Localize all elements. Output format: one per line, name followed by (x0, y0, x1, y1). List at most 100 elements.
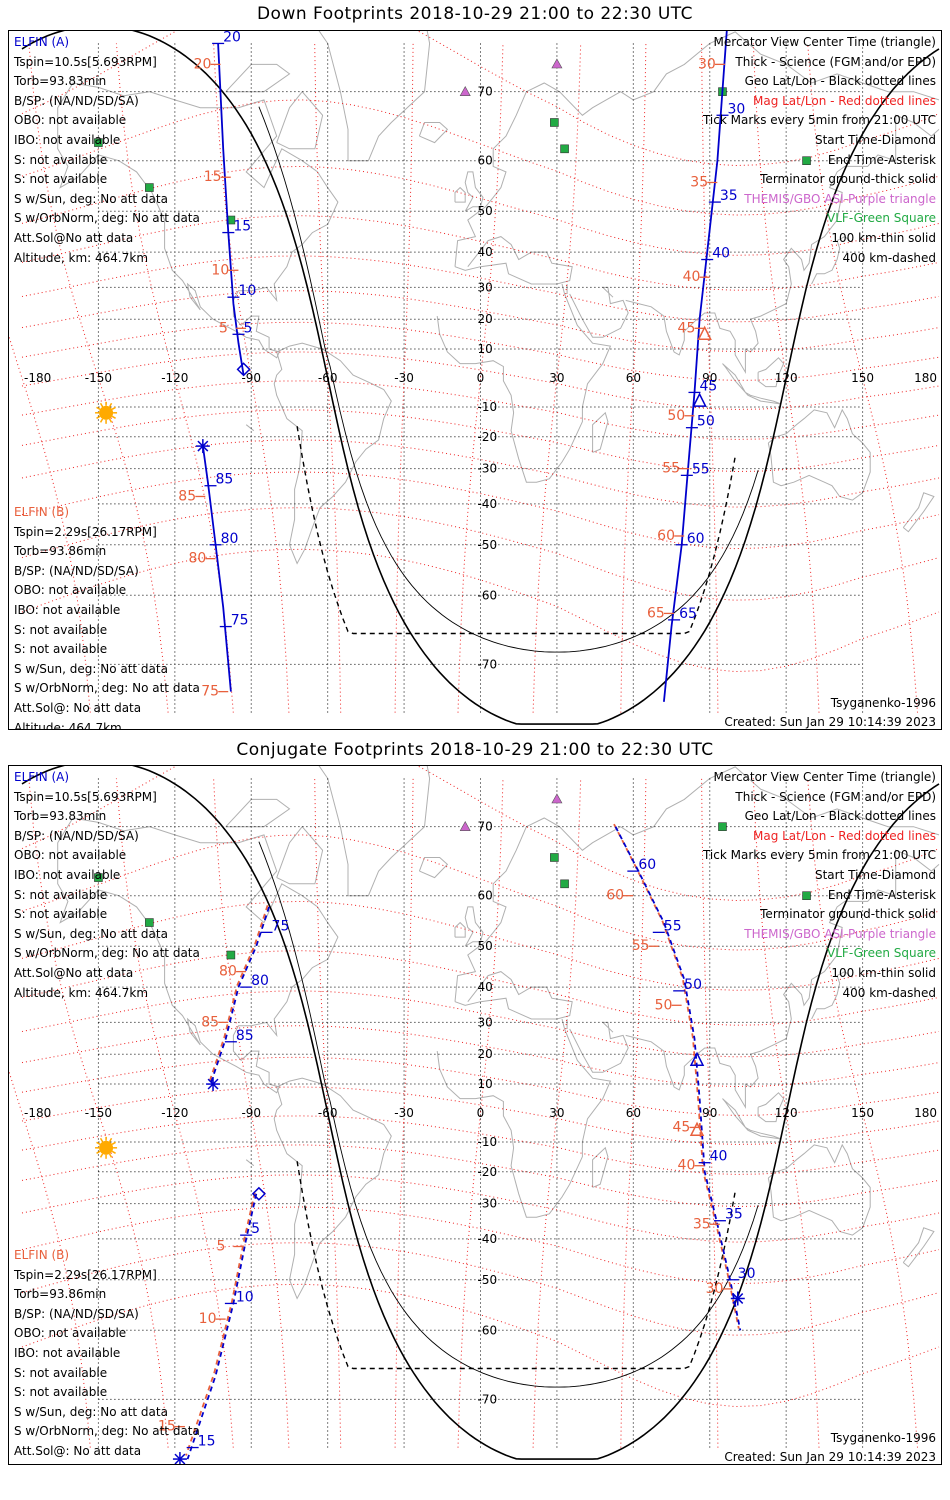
elfin-b-tick-label: 60 (606, 888, 624, 904)
elfin-b-info-line: Altitude: 464.7km (14, 1462, 200, 1465)
elfin-b-info-line: IBO: not available (14, 602, 121, 617)
coastline (436, 1018, 612, 1218)
mag-meridian (115, 43, 234, 713)
sun-ray (111, 1141, 116, 1145)
lon-label: 30 (549, 1106, 564, 1120)
elfin-b-info-line: S: not available (14, 1385, 108, 1400)
coastline (454, 186, 466, 203)
lat-label: -60 (478, 588, 498, 602)
elfin-a-tick-label: 65 (679, 606, 697, 622)
elfin-b-tick-label: 15 (158, 1419, 176, 1435)
lat-label: 70 (478, 820, 493, 834)
mag-parallel (21, 165, 940, 256)
lon-label: 180 (914, 1106, 937, 1120)
elfin-b-tick-label: 10 (199, 1311, 217, 1327)
elfin-b-info-line: IBO: not available (14, 1345, 121, 1360)
vlf-square (802, 156, 811, 166)
elfin-b-tick-label: 85 (201, 1014, 219, 1030)
map-canvas: -180 -150 -120 -90 -60 -30 0 30 60 90 120 150 180 70 6… (9, 766, 940, 1464)
terminators (21, 31, 940, 725)
elfin-a-info-line: S: not available (14, 172, 108, 187)
elfin-b-tick-label: 60 (657, 528, 675, 544)
lat-label: 20 (478, 312, 493, 326)
mag-parallel (21, 900, 940, 991)
coastline (464, 171, 484, 212)
elfin-b-info-line: Altitude: 464.7km (14, 720, 122, 730)
elfin-b-tick-label: 20 (194, 56, 212, 72)
legend-item: Start Time-Diamond (814, 132, 936, 147)
coastline (245, 424, 255, 432)
elfin-b-track (613, 823, 740, 1329)
elfin-b-info-line: S w/Sun, deg: No att data (14, 661, 168, 676)
elfin-a-tick-label: 85 (236, 1028, 254, 1044)
lat-label: -30 (478, 462, 498, 476)
center-time-triangle (689, 1051, 705, 1067)
legend: Mercator View Center Time (triangle) Thic… (703, 33, 936, 268)
axis-labels: -180 -150 -120 -90 -60 -30 0 30 60 90 120 150 180 70 6… (24, 85, 937, 672)
legend-item: Mercator View Center Time (triangle) (713, 35, 936, 49)
elfin-a-tick-label: 50 (684, 977, 702, 993)
mag-parallel (21, 950, 940, 1026)
top-panel-title: Down Footprints 2018-10-29 21:00 to 22:3… (256, 4, 694, 24)
asterisk-stroke (174, 1453, 186, 1464)
elfin-a-info-line: Tspin=10.5s[5.693RPM] (14, 789, 157, 804)
lat-label: -40 (478, 1232, 498, 1246)
coastline (767, 408, 871, 501)
center-time-triangle (689, 1121, 705, 1137)
lat-label: 40 (478, 980, 493, 994)
coastline (757, 1092, 785, 1123)
elfin-a-info: ELFIN (A) Tspin=10.5s[5.693RPM] Torb=93.83… (14, 33, 200, 268)
lon-label: -120 (161, 371, 188, 385)
terminator-ground (21, 31, 940, 725)
geo-grid (97, 43, 864, 713)
footprint-tracks: 7580855101560555040353060555045403530808… (158, 823, 756, 1460)
lon-label: 90 (702, 1106, 717, 1120)
elfin-b-tick-label: 80 (188, 551, 206, 567)
elfin-b-info-line: B/SP: (NA/ND/SD/SA) (14, 1306, 139, 1321)
legend-item: Thick - Science (FGM and/or EPD) (735, 789, 936, 804)
sun-ray (108, 1153, 113, 1158)
elfin-b-info-line: S: not available (14, 622, 108, 637)
mag-parallel (21, 1144, 940, 1208)
elfin-b-tick-label: 50 (667, 408, 685, 424)
lon-label: -60 (318, 371, 338, 385)
sun-ray (99, 1153, 104, 1158)
mag-parallel (21, 409, 940, 473)
mag-parallel (21, 471, 940, 550)
lon-label: -120 (161, 1106, 188, 1120)
coastline (454, 236, 573, 285)
coastline (454, 921, 466, 938)
model-label: Tsyganenko-1996 (830, 1431, 936, 1445)
sun-ray (108, 402, 113, 408)
coastline (418, 857, 449, 879)
elfin-b-tick-label: 75 (201, 684, 219, 700)
lat-label: -50 (478, 538, 498, 552)
lon-label: 60 (626, 1106, 641, 1120)
lon-label: -30 (394, 1106, 414, 1120)
legend-item: VLF-Green Square (827, 211, 936, 226)
start-diamond (236, 362, 251, 377)
coastline (757, 357, 785, 388)
mag-parallel (21, 1025, 940, 1088)
elfin-a-tick-label: 15 (198, 1434, 216, 1450)
elfin-b-tick-label: 5 (219, 320, 228, 336)
elfin-a-info-line: S: not available (14, 152, 108, 167)
end-asterisk (172, 1452, 187, 1464)
elfin-b-info: ELFIN (B) Tspin=2.29s[26.17RPM] Torb=93.86… (14, 1246, 200, 1465)
elfin-b-tick-label: 45 (678, 320, 696, 336)
elfin-b-tick-label: 45 (672, 1119, 690, 1135)
lon-label: -150 (85, 371, 112, 385)
elfin-a-tick-label: 75 (231, 613, 249, 629)
elfin-a-tick-label: 55 (692, 461, 710, 477)
legend-item: Thick - Science (FGM and/or EPD) (735, 54, 936, 69)
sun-ray (99, 1137, 104, 1143)
lat-label: -50 (478, 1273, 498, 1287)
elfin-b-info-line: S w/Sun, deg: No att data (14, 1404, 168, 1419)
elfin-a-tick-label: 80 (221, 531, 239, 547)
elfin-a-info-line: Tspin=10.5s[5.693RPM] (14, 54, 157, 69)
vlf-square (94, 873, 103, 882)
mag-meridian (115, 778, 234, 1448)
elfin-a-tick-label: 40 (710, 1149, 728, 1165)
elfin-b-tick-label: 35 (693, 1216, 711, 1232)
coastline (318, 766, 431, 897)
